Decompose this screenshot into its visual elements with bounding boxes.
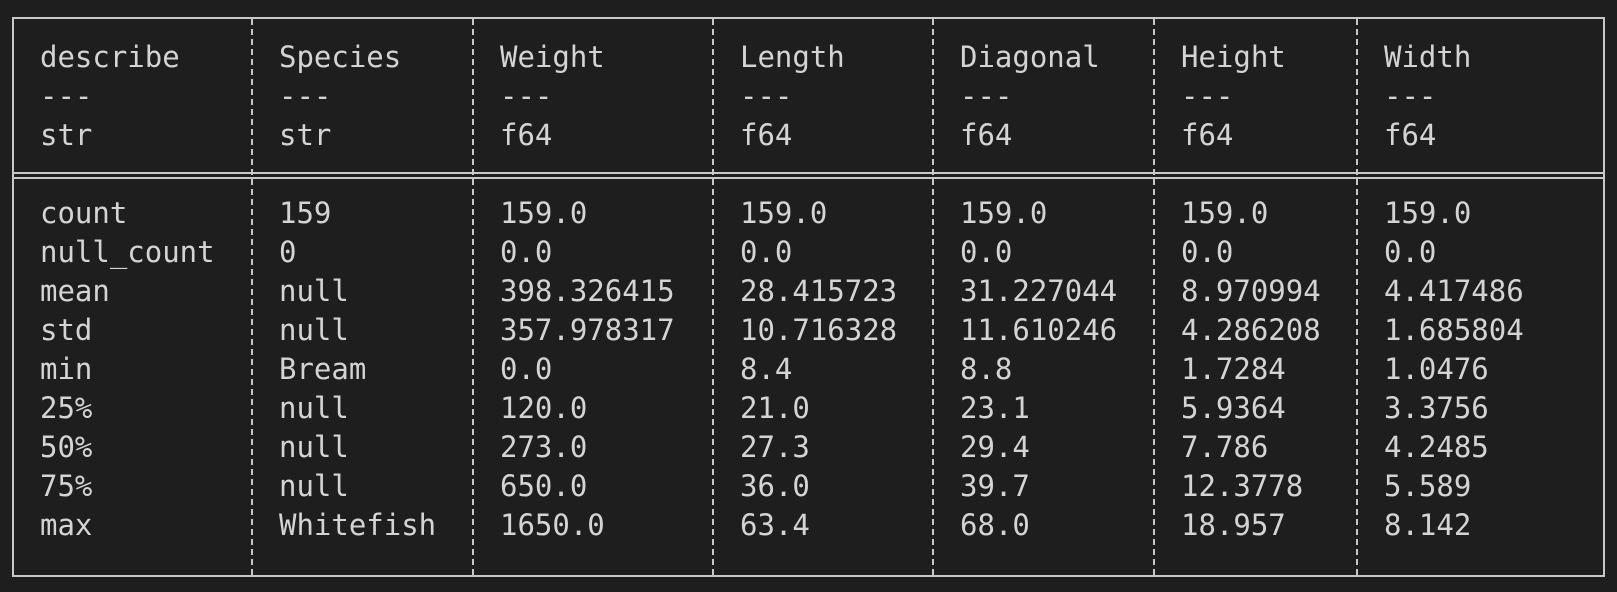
- column-header: Height: [1181, 40, 1286, 74]
- table-cell: 0.0: [1181, 235, 1234, 269]
- table-cell: 120.0: [500, 391, 588, 425]
- header-divider: ---: [500, 79, 553, 113]
- table-cell: 398.326415: [500, 274, 675, 308]
- table-cell: 159: [279, 196, 332, 230]
- header-separator: [14, 172, 1603, 179]
- table-cell: 159.0: [1384, 196, 1472, 230]
- table-cell: 0.0: [740, 235, 793, 269]
- column-separator: [932, 19, 934, 575]
- header-divider: ---: [960, 79, 1013, 113]
- header-divider: ---: [40, 79, 93, 113]
- table-cell: null: [279, 313, 349, 347]
- column-header: Species: [279, 40, 402, 74]
- header-divider: ---: [1384, 79, 1437, 113]
- column-separator: [472, 19, 474, 575]
- row-label: count: [40, 196, 128, 230]
- column-separator: [1153, 19, 1155, 575]
- table-cell: 21.0: [740, 391, 810, 425]
- table-cell: 31.227044: [960, 274, 1118, 308]
- table-cell: 0.0: [500, 352, 553, 386]
- column-dtype: f64: [960, 118, 1013, 152]
- table-cell: 3.3756: [1384, 391, 1489, 425]
- table-cell: 0: [279, 235, 297, 269]
- column-dtype: str: [279, 118, 332, 152]
- column-header: Width: [1384, 40, 1472, 74]
- column-header: Weight: [500, 40, 605, 74]
- row-label: max: [40, 508, 93, 542]
- table-cell: 159.0: [960, 196, 1048, 230]
- column-dtype: f64: [1384, 118, 1437, 152]
- table-cell: 650.0: [500, 469, 588, 503]
- table-cell: 63.4: [740, 508, 810, 542]
- row-label: 50%: [40, 430, 93, 464]
- table-cell: Whitefish: [279, 508, 437, 542]
- table-cell: 8.4: [740, 352, 793, 386]
- row-label: min: [40, 352, 93, 386]
- table-cell: null: [279, 430, 349, 464]
- table-cell: 8.8: [960, 352, 1013, 386]
- row-label: 25%: [40, 391, 93, 425]
- table-cell: 273.0: [500, 430, 588, 464]
- header-divider: ---: [279, 79, 332, 113]
- column-separator: [251, 19, 253, 575]
- row-label: null_count: [40, 235, 215, 269]
- table-cell: 0.0: [960, 235, 1013, 269]
- table-cell: 4.417486: [1384, 274, 1524, 308]
- table-cell: 1.0476: [1384, 352, 1489, 386]
- column-dtype: str: [40, 118, 93, 152]
- table-cell: 159.0: [1181, 196, 1269, 230]
- table-cell: 357.978317: [500, 313, 675, 347]
- table-cell: Bream: [279, 352, 367, 386]
- table-cell: 8.970994: [1181, 274, 1321, 308]
- table-cell: 27.3: [740, 430, 810, 464]
- table-cell: 4.2485: [1384, 430, 1489, 464]
- table-cell: 68.0: [960, 508, 1030, 542]
- table-cell: 1650.0: [500, 508, 605, 542]
- row-label: mean: [40, 274, 110, 308]
- table-cell: null: [279, 274, 349, 308]
- column-dtype: f64: [500, 118, 553, 152]
- table-cell: 159.0: [740, 196, 828, 230]
- header-divider: ---: [740, 79, 793, 113]
- column-dtype: f64: [740, 118, 793, 152]
- column-dtype: f64: [1181, 118, 1234, 152]
- table-cell: 5.9364: [1181, 391, 1286, 425]
- column-header: Diagonal: [960, 40, 1100, 74]
- table-cell: 11.610246: [960, 313, 1118, 347]
- table-cell: 1.7284: [1181, 352, 1286, 386]
- table-cell: null: [279, 391, 349, 425]
- table-cell: 4.286208: [1181, 313, 1321, 347]
- column-header: Length: [740, 40, 845, 74]
- table-cell: 7.786: [1181, 430, 1269, 464]
- table-cell: 28.415723: [740, 274, 898, 308]
- header-divider: ---: [1181, 79, 1234, 113]
- table-cell: 159.0: [500, 196, 588, 230]
- table-cell: 12.3778: [1181, 469, 1304, 503]
- table-cell: null: [279, 469, 349, 503]
- column-separator: [1356, 19, 1358, 575]
- table-cell: 18.957: [1181, 508, 1286, 542]
- column-header: describe: [40, 40, 180, 74]
- row-label: 75%: [40, 469, 93, 503]
- table-cell: 0.0: [500, 235, 553, 269]
- table-cell: 0.0: [1384, 235, 1437, 269]
- column-separator: [712, 19, 714, 575]
- table-cell: 10.716328: [740, 313, 898, 347]
- table-cell: 23.1: [960, 391, 1030, 425]
- table-cell: 36.0: [740, 469, 810, 503]
- table-cell: 1.685804: [1384, 313, 1524, 347]
- row-label: std: [40, 313, 93, 347]
- table-cell: 5.589: [1384, 469, 1472, 503]
- table-cell: 39.7: [960, 469, 1030, 503]
- table-cell: 29.4: [960, 430, 1030, 464]
- table-cell: 8.142: [1384, 508, 1472, 542]
